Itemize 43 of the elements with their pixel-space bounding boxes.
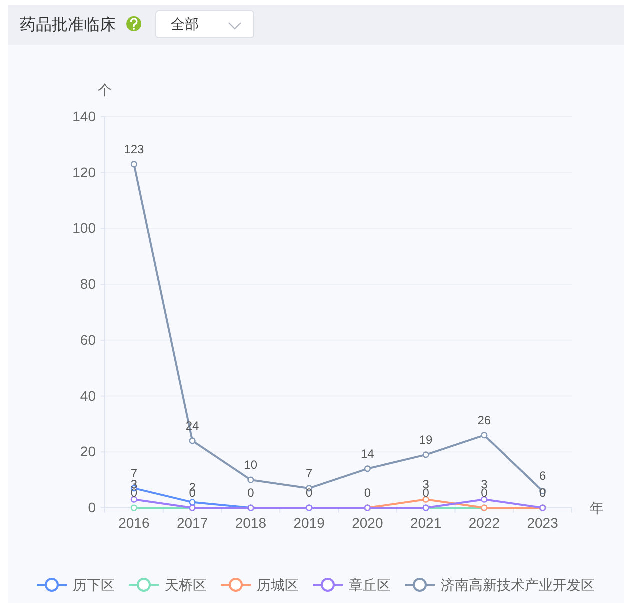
point bbox=[422, 452, 430, 458]
legend-label: 历城区 bbox=[257, 577, 299, 593]
x-tick-label: 2016 bbox=[118, 514, 150, 531]
legend-label: 济南高新技术产业开发区 bbox=[441, 577, 595, 593]
y-tick-label: 60 bbox=[80, 332, 96, 348]
y-tick-label: 120 bbox=[72, 164, 96, 180]
x-tick-label: 2017 bbox=[176, 514, 208, 531]
y-tick-label: 100 bbox=[72, 220, 96, 236]
dropdown: 全部 bbox=[156, 10, 254, 38]
data-label: 19 bbox=[419, 432, 434, 447]
x-tick-label: 2018 bbox=[235, 514, 267, 531]
legend-label: 历下区 bbox=[73, 577, 115, 593]
y-tick-label: 40 bbox=[80, 388, 96, 404]
point bbox=[189, 438, 196, 444]
x-tick-label: 2020 bbox=[352, 514, 384, 531]
data-label: 123 bbox=[124, 142, 145, 156]
legend-label: 天桥区 bbox=[165, 577, 207, 593]
point bbox=[130, 504, 138, 512]
data-label: 6 bbox=[539, 469, 546, 484]
point bbox=[189, 499, 196, 506]
x-axis-title: 年 bbox=[590, 500, 604, 516]
x-tick-label: 2022 bbox=[468, 514, 500, 531]
x-tick-label: 2023 bbox=[527, 514, 559, 531]
data-label: 10 bbox=[244, 458, 258, 472]
data-label: 7 bbox=[306, 466, 313, 480]
point bbox=[364, 466, 371, 472]
y-tick-label: 0 bbox=[88, 499, 96, 516]
legend-label: 章丘区 bbox=[349, 577, 391, 593]
y-tick-label: 20 bbox=[80, 444, 96, 460]
data-label: 7 bbox=[130, 466, 138, 480]
x-tick-label: 2019 bbox=[294, 514, 326, 531]
point bbox=[130, 161, 138, 168]
y-tick-label: 80 bbox=[80, 276, 96, 292]
chart-title: 药品批准临床 bbox=[20, 16, 116, 34]
data-label: 0 bbox=[364, 486, 372, 500]
point bbox=[248, 476, 254, 484]
y-tick-label: 140 bbox=[72, 108, 96, 124]
data-label: 26 bbox=[478, 413, 492, 428]
data-label: 14 bbox=[361, 446, 375, 461]
point bbox=[481, 432, 488, 439]
data-label: 0 bbox=[248, 486, 255, 500]
x-tick-label: 2021 bbox=[410, 514, 442, 531]
y-axis-title: 个 bbox=[98, 82, 112, 98]
